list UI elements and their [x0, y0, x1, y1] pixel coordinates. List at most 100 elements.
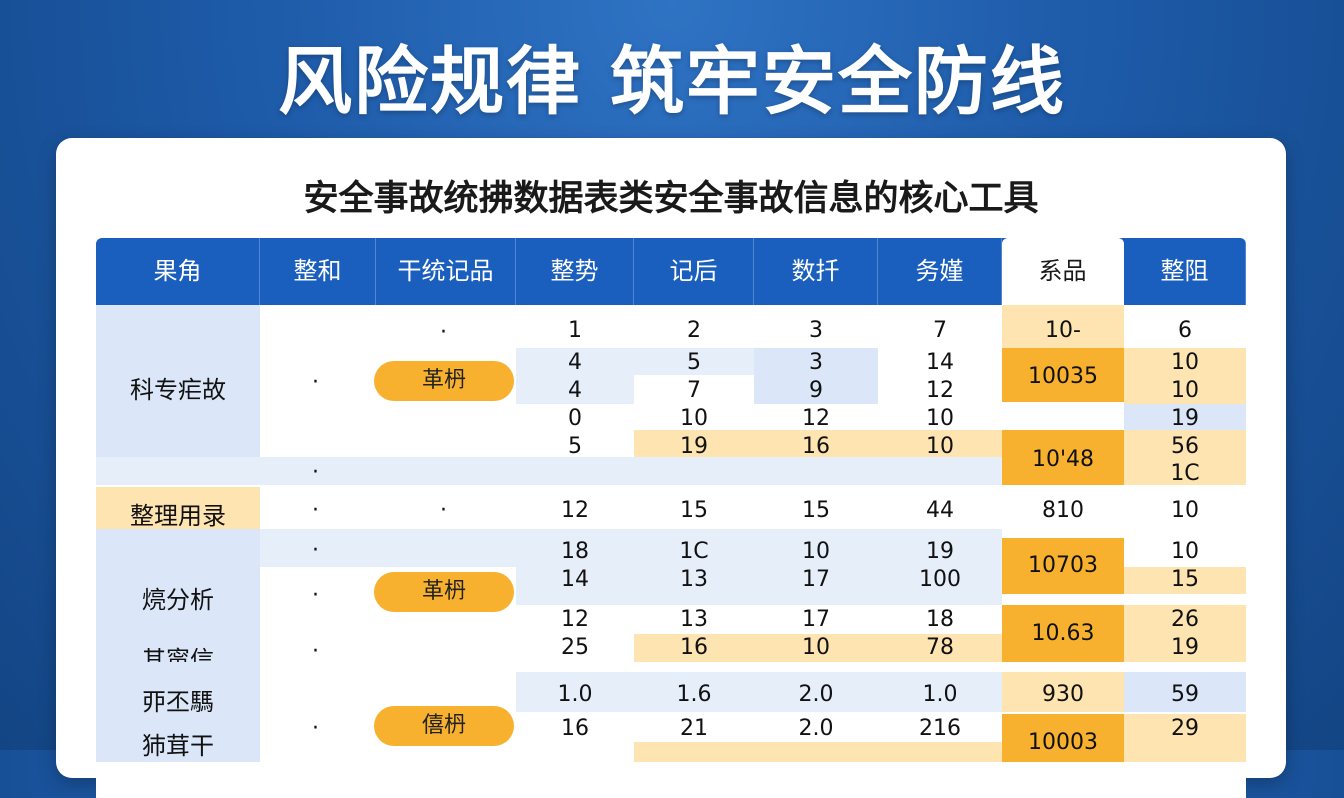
- cell: 10: [1171, 498, 1199, 523]
- band: [1124, 567, 1246, 594]
- header-col-3[interactable]: 干统记品: [376, 238, 516, 305]
- cell: 19: [1171, 406, 1199, 431]
- cell: 14: [926, 350, 954, 375]
- cell: 4: [568, 350, 582, 375]
- cell: 18: [561, 539, 589, 564]
- cell: 26: [1171, 607, 1199, 632]
- status-pill[interactable]: 革枬: [374, 572, 514, 612]
- dot: ·: [312, 370, 319, 395]
- dot: ·: [312, 460, 319, 485]
- header-col-5[interactable]: 记后: [634, 238, 754, 305]
- header-col-6[interactable]: 数扦: [754, 238, 878, 305]
- header-col-7[interactable]: 务嫤: [878, 238, 1002, 305]
- cell: 44: [926, 498, 954, 523]
- cell: 25: [561, 635, 589, 660]
- cell: 2.0: [798, 716, 834, 741]
- cell: 10: [926, 406, 954, 431]
- cell: 17: [802, 567, 830, 592]
- cell: 1: [568, 318, 582, 343]
- status-pill[interactable]: 革枬: [374, 361, 514, 401]
- cell: 930: [1042, 682, 1084, 707]
- cell: 16: [561, 716, 589, 741]
- status-pill[interactable]: 僖枬: [374, 706, 514, 746]
- band: [96, 487, 260, 529]
- cell: 15: [680, 498, 708, 523]
- header-col-9[interactable]: 整阻: [1124, 238, 1246, 305]
- data-table: 果角 整和 干统记品 整势 记后 数扦 务嫤 系品 整阻 科专疟故 · · 革枬…: [96, 238, 1246, 798]
- cell: 12: [802, 406, 830, 431]
- band: [1002, 348, 1124, 402]
- cell: 7: [687, 378, 701, 403]
- cell: 810: [1042, 498, 1084, 523]
- band: [1002, 605, 1124, 662]
- cell: 29: [1171, 716, 1199, 741]
- band: [1002, 672, 1124, 712]
- band: [634, 348, 754, 375]
- band: [96, 662, 260, 762]
- cell: 19: [680, 434, 708, 459]
- cell: 19: [1171, 635, 1199, 660]
- header-col-4[interactable]: 整势: [516, 238, 634, 305]
- header-col-1[interactable]: 果角: [96, 238, 260, 305]
- cell: 10: [926, 434, 954, 459]
- cell: 12: [926, 378, 954, 403]
- cell: 10: [1171, 378, 1199, 403]
- cell: 10: [802, 635, 830, 660]
- cell: 10: [1171, 350, 1199, 375]
- cell: 15: [1171, 567, 1199, 592]
- cell-merged: 10035: [1028, 364, 1098, 389]
- cell: 13: [680, 607, 708, 632]
- cell: 10: [680, 406, 708, 431]
- table-card: 安全事故统拂数据表类安全事故信息的核心工具 果角 整和 干统记品 整势 记后 数…: [56, 138, 1286, 798]
- cell: 10: [1171, 539, 1199, 564]
- cell: 10: [802, 539, 830, 564]
- cell: 19: [926, 539, 954, 564]
- cell: 1.0: [922, 682, 958, 707]
- band: [516, 672, 1002, 712]
- card-title: 安全事故统拂数据表类安全事故信息的核心工具: [303, 179, 1039, 219]
- cell: 9: [809, 378, 823, 403]
- header-col-8-active[interactable]: 系品: [1002, 238, 1124, 305]
- cell: 16: [802, 434, 830, 459]
- band: [1002, 305, 1124, 348]
- dot: ·: [312, 583, 319, 608]
- cell: 78: [926, 635, 954, 660]
- dot: ·: [312, 639, 319, 664]
- band: [1124, 430, 1246, 485]
- band: [96, 457, 1002, 485]
- cell: 5: [568, 434, 582, 459]
- row-label: 丣丕騳: [142, 688, 214, 716]
- label-band: [96, 305, 260, 457]
- cell: 7: [933, 318, 947, 343]
- cell: 216: [919, 716, 961, 741]
- band: [260, 529, 1002, 567]
- cell: 1C: [1170, 461, 1200, 486]
- cell: 100: [919, 567, 961, 592]
- cell: 18: [926, 607, 954, 632]
- dot: ·: [312, 538, 319, 563]
- cell: 16: [680, 635, 708, 660]
- dot: ·: [312, 716, 319, 741]
- cell: 2: [687, 318, 701, 343]
- cell: 4: [568, 378, 582, 403]
- cell: 5: [687, 350, 701, 375]
- band: [634, 634, 1002, 662]
- cell-merged: 10'48: [1031, 447, 1095, 472]
- band: [634, 742, 1002, 762]
- cell: 1.0: [557, 682, 593, 707]
- row-label: 整理用录: [130, 502, 226, 530]
- dot: ·: [312, 498, 319, 523]
- cell: 0: [568, 406, 582, 431]
- cell-merged: 10.63: [1031, 621, 1095, 646]
- dot: ·: [440, 498, 447, 523]
- header-col-2[interactable]: 整和: [260, 238, 376, 305]
- band: [1002, 538, 1124, 594]
- cell: 1.6: [676, 682, 712, 707]
- cell: 3: [809, 318, 823, 343]
- cell: 56: [1171, 434, 1199, 459]
- band: [634, 430, 1002, 457]
- band: [516, 567, 1002, 605]
- cell: 6: [1178, 318, 1192, 343]
- cell: 21: [680, 716, 708, 741]
- band: [1124, 348, 1246, 404]
